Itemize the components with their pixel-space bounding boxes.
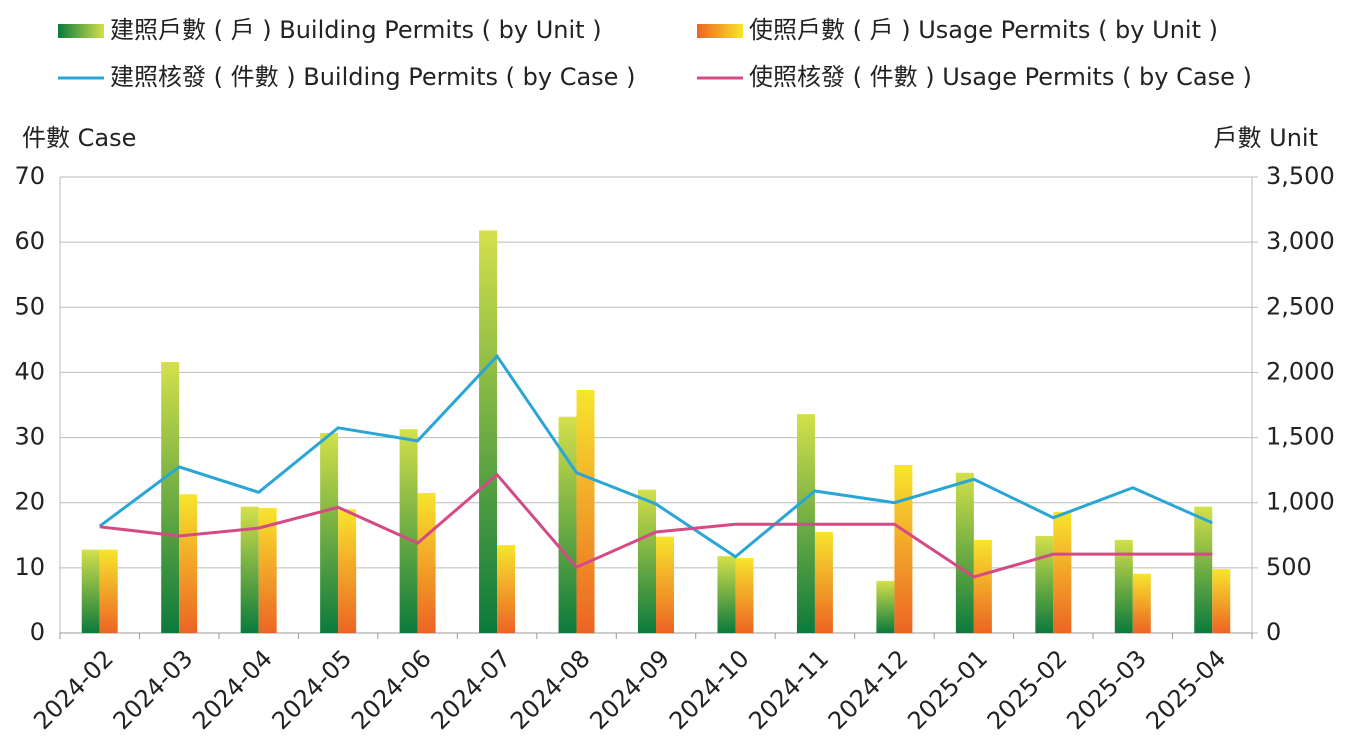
bar — [417, 492, 436, 633]
bar — [81, 549, 100, 633]
y2-tick-label: 1,000 — [1266, 488, 1335, 516]
bar — [717, 556, 736, 633]
y2-tick-label: 1,500 — [1266, 423, 1335, 451]
x-tick-label: 2025-04 — [1141, 644, 1232, 735]
bar — [1114, 539, 1133, 633]
bar — [1212, 569, 1231, 633]
bar — [320, 433, 339, 633]
bar — [576, 390, 595, 633]
bar — [558, 416, 577, 633]
bar — [240, 506, 259, 633]
bar — [258, 507, 277, 633]
y2-tick-label: 2,500 — [1266, 292, 1335, 320]
legend-label: 建照戶數 ( 戶 ) Building Permits ( by Unit ) — [110, 16, 602, 44]
x-tick-label: 2024-10 — [664, 644, 755, 735]
x-tick-label: 2024-03 — [108, 644, 199, 735]
x-tick-label: 2024-11 — [743, 644, 834, 735]
line — [99, 472, 1213, 579]
y-tick-label: 0 — [30, 618, 45, 646]
bar — [1035, 535, 1054, 633]
y2-tick-label: 3,000 — [1266, 227, 1335, 255]
bar — [161, 362, 180, 633]
x-tick-label: 2024-04 — [187, 644, 278, 735]
y2-tick-label: 2,000 — [1266, 357, 1335, 385]
bar — [179, 494, 198, 633]
bar — [735, 558, 754, 633]
x-tick-label: 2025-02 — [982, 644, 1073, 735]
y2-axis-title: 戶數 Unit — [1214, 124, 1318, 152]
bar — [1053, 511, 1072, 633]
y-axis-title: 件數 Case — [22, 124, 136, 152]
legend-swatch — [58, 24, 104, 38]
x-tick-label: 2025-03 — [1061, 644, 1152, 735]
bar — [894, 464, 913, 633]
bar — [497, 545, 516, 633]
bar — [814, 532, 833, 633]
x-tick-label: 2025-01 — [902, 644, 993, 735]
bar — [338, 509, 357, 633]
x-tick-label: 2024-07 — [426, 644, 517, 735]
y2-tick-label: 3,500 — [1266, 162, 1335, 190]
legend-label: 使照戶數 ( 戶 ) Usage Permits ( by Unit ) — [749, 16, 1218, 44]
y-tick-label: 70 — [14, 162, 45, 190]
y2-tick-label: 500 — [1266, 553, 1312, 581]
legend-label: 建照核發 ( 件數 ) Building Permits ( by Case ) — [110, 63, 635, 91]
legend-label: 使照核發 ( 件數 ) Usage Permits ( by Case ) — [749, 63, 1252, 91]
bar — [656, 536, 674, 633]
x-tick-label: 2024-06 — [346, 644, 437, 735]
line — [98, 353, 1213, 559]
bar — [399, 429, 418, 633]
y-tick-label: 20 — [14, 488, 45, 516]
bar — [876, 580, 895, 633]
bar — [973, 539, 992, 633]
x-tick-label: 2024-02 — [28, 644, 119, 735]
y-tick-label: 40 — [14, 357, 45, 385]
bar — [479, 230, 498, 633]
bar — [955, 472, 974, 633]
y-tick-label: 30 — [14, 423, 45, 451]
x-tick-label: 2024-08 — [505, 644, 596, 735]
bar — [1194, 506, 1213, 633]
y-tick-label: 10 — [14, 553, 45, 581]
bar — [99, 549, 118, 633]
legend-swatch — [697, 24, 743, 38]
y-tick-label: 60 — [14, 227, 45, 255]
x-tick-label: 2024-09 — [584, 644, 675, 735]
y-tick-label: 50 — [14, 292, 45, 320]
bar — [638, 489, 656, 633]
x-tick-label: 2024-05 — [267, 644, 358, 735]
y2-tick-label: 0 — [1266, 618, 1281, 646]
x-tick-label: 2024-12 — [823, 644, 914, 735]
bar — [1132, 573, 1151, 633]
